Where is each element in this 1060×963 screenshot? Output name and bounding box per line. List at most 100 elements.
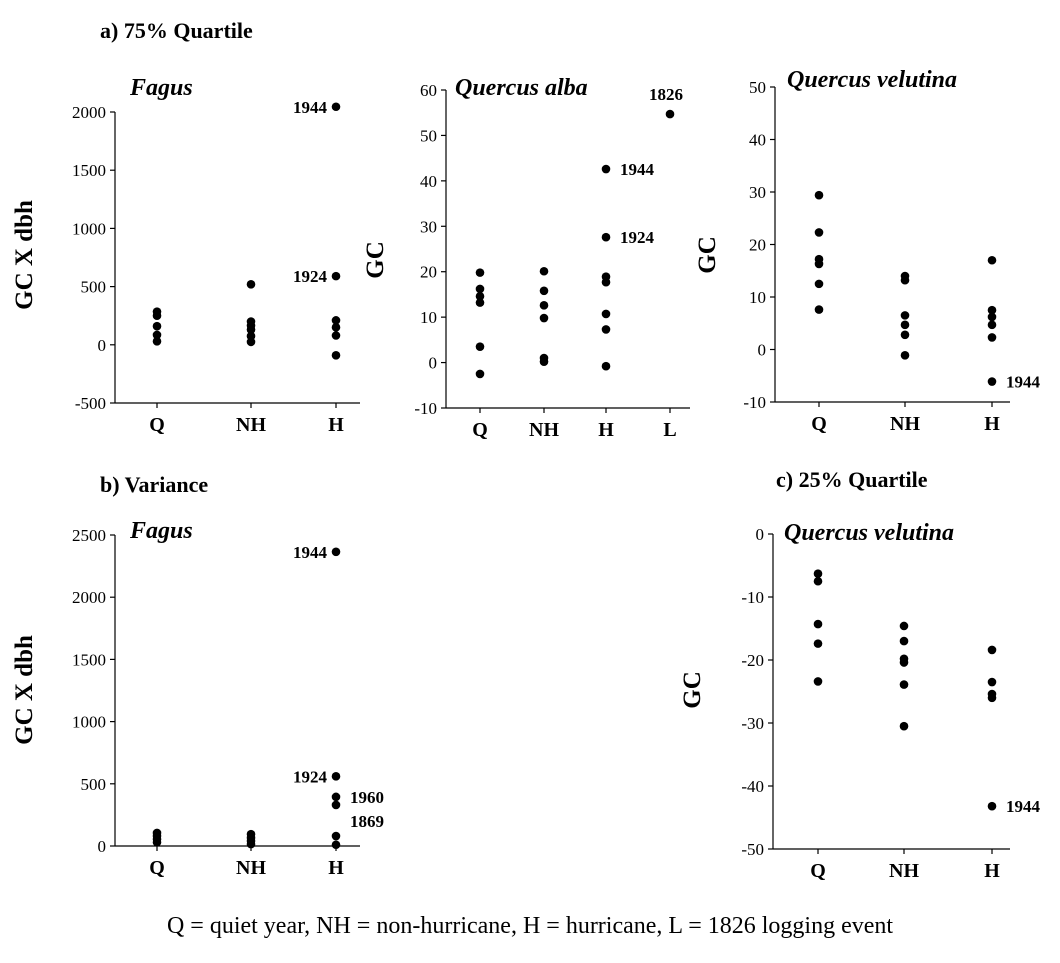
data-point — [331, 331, 341, 340]
data-point — [899, 621, 909, 631]
data-point — [813, 576, 823, 586]
y-tick-label: 10 — [420, 308, 437, 327]
data-point — [987, 312, 997, 322]
x-tick-label: Q — [149, 857, 165, 879]
data-point — [475, 268, 485, 277]
data-point — [987, 677, 997, 687]
y-tick-label: 0 — [429, 354, 438, 373]
y-tick-label: -30 — [741, 714, 764, 733]
data-point — [152, 330, 162, 340]
x-tick-label: H — [984, 860, 1000, 882]
y-axis-label: GC X dbh — [11, 200, 38, 310]
data-point — [900, 275, 910, 285]
y-tick-label: 60 — [420, 81, 437, 100]
y-tick-label: 50 — [749, 78, 766, 97]
data-point — [900, 330, 910, 340]
x-tick-label: Q — [149, 414, 165, 436]
data-point — [900, 350, 910, 360]
data-point — [331, 323, 341, 332]
y-tick-label: 30 — [749, 183, 766, 202]
data-point — [246, 337, 256, 347]
data-point — [900, 311, 910, 320]
data-point — [152, 337, 162, 346]
data-point — [900, 320, 910, 330]
data-point — [331, 316, 341, 325]
data-point — [152, 311, 162, 321]
data-point — [331, 350, 341, 360]
data-point — [899, 636, 909, 646]
data-point — [987, 305, 997, 315]
point-annotation: 1944 — [293, 98, 328, 117]
point-annotation: 1944 — [1006, 373, 1041, 392]
x-tick-label: NH — [236, 857, 266, 879]
data-point — [987, 693, 997, 703]
data-point — [814, 190, 824, 200]
data-point — [601, 232, 611, 242]
y-tick-label: 500 — [81, 278, 107, 297]
x-tick-label: H — [598, 419, 614, 441]
point-annotation: 1869 — [350, 812, 384, 831]
y-axis-label: GC — [679, 671, 706, 709]
x-tick-label: NH — [236, 414, 266, 436]
data-point — [899, 658, 909, 667]
point-annotation: 1960 — [350, 788, 384, 807]
data-point — [813, 639, 823, 648]
data-point — [987, 377, 997, 386]
data-point — [539, 301, 549, 310]
chart-title: Quercus alba — [455, 75, 588, 101]
data-point — [899, 721, 909, 731]
point-annotation: 1944 — [293, 543, 328, 562]
point-annotation: 1944 — [620, 160, 655, 179]
y-tick-label: -10 — [743, 393, 766, 412]
y-axis-label: GC — [362, 241, 389, 279]
panel-fagus-75-quartile: -500 0 500 1000 1500 2000 Q NH H Fagus GC X dbh 194… — [11, 75, 360, 436]
x-tick-label: L — [663, 419, 676, 441]
x-tick-label: Q — [811, 413, 827, 435]
y-tick-label: -40 — [741, 777, 764, 796]
data-point — [814, 259, 824, 269]
x-tick-label: Q — [472, 419, 488, 441]
y-tick-label: 0 — [98, 837, 107, 856]
y-tick-label: 1500 — [72, 161, 106, 180]
data-point — [987, 320, 997, 330]
x-tick-label: NH — [890, 413, 920, 435]
chart-title: Fagus — [129, 518, 193, 544]
point-annotation: 1826 — [649, 85, 683, 104]
y-tick-label: 2500 — [72, 526, 106, 545]
y-tick-label: -500 — [75, 394, 106, 413]
figure-caption: Q = quiet year, NH = non-hurricane, H = … — [167, 913, 893, 939]
data-point — [475, 298, 485, 307]
panel-fagus-variance: 0 500 1000 1500 2000 2500 Q NH H Fagus GC X dbh 194… — [11, 518, 384, 879]
data-point — [601, 309, 611, 319]
panel-quercus-velutina-25-quartile: -50 -40 -30 -20 -10 0 Q NH H Quercus velutina GC 19… — [679, 520, 1041, 882]
section-label-a: a) 75% Quartile — [100, 18, 253, 43]
y-tick-label: 40 — [749, 131, 766, 150]
y-tick-label: 40 — [420, 172, 437, 191]
data-point — [813, 619, 823, 629]
y-tick-label: 50 — [420, 126, 437, 145]
y-tick-label: -20 — [741, 651, 764, 670]
data-point — [601, 361, 611, 371]
y-tick-label: 500 — [81, 775, 107, 794]
y-tick-label: 2000 — [72, 588, 106, 607]
panel-quercus-alba-75-quartile: -10 0 10 20 30 40 50 60 Q NH H L Quercus alba GC 1826 1… — [362, 75, 690, 441]
data-point — [539, 286, 549, 296]
data-point — [539, 313, 549, 323]
data-point — [539, 266, 549, 276]
y-tick-label: -10 — [741, 588, 764, 607]
data-point — [331, 772, 341, 781]
chart-title: Fagus — [129, 75, 193, 101]
point-annotation: 1924 — [293, 767, 328, 786]
section-label-c: c) 25% Quartile — [776, 467, 928, 492]
y-tick-label: 30 — [420, 217, 437, 236]
data-point — [601, 325, 611, 334]
data-point — [475, 284, 485, 294]
data-point — [814, 228, 824, 237]
data-point — [246, 279, 256, 289]
section-label-b: b) Variance — [100, 472, 208, 497]
data-point — [813, 569, 823, 578]
point-annotation: 1944 — [1006, 797, 1041, 816]
data-point — [152, 837, 162, 847]
data-point — [331, 547, 341, 557]
